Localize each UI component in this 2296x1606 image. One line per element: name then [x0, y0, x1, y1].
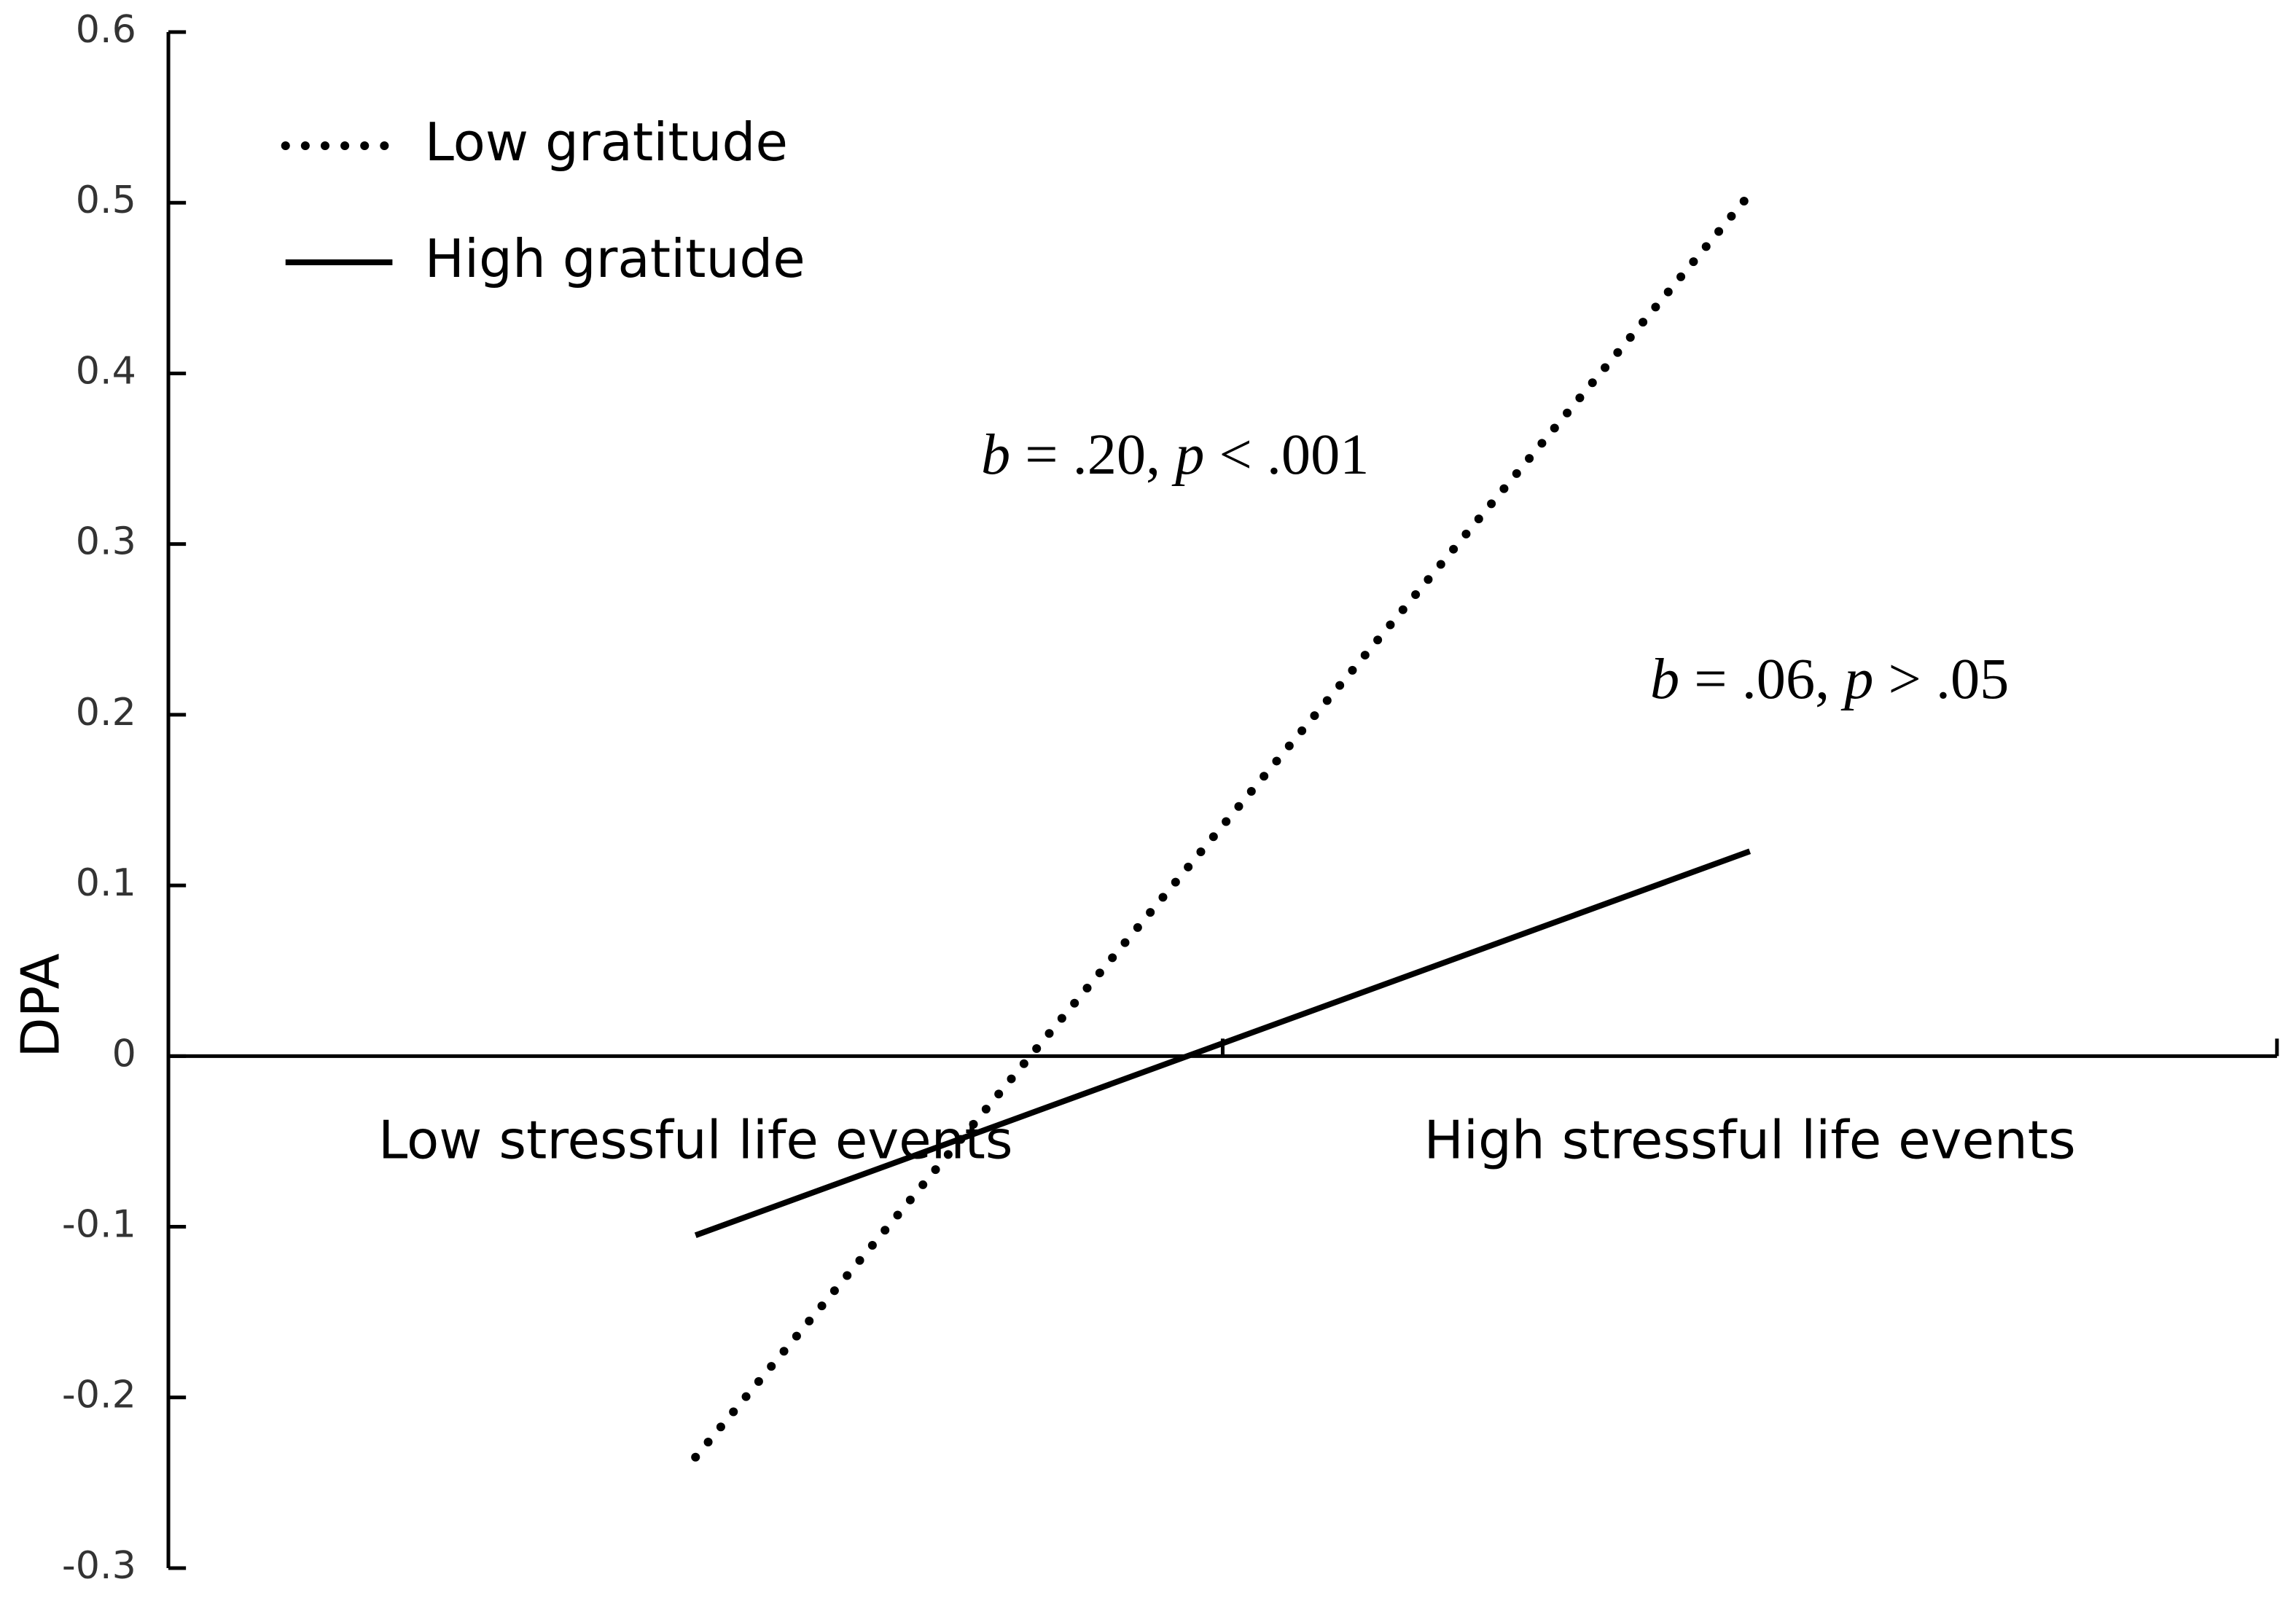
y-tick-label: 0.5 [76, 179, 136, 222]
y-tick-label: 0.4 [76, 350, 136, 393]
y-tick-label: 0.6 [76, 8, 136, 52]
series-line [694, 848, 1752, 1239]
annotation-part: p [1171, 423, 1204, 487]
annotation-part: p [1840, 648, 1873, 712]
y-tick-label: 0.3 [76, 520, 136, 564]
y-tick-label: 0.1 [76, 861, 136, 905]
legend-label: High gratitude [425, 229, 805, 290]
annotation: b = .06, p > .05 [1650, 648, 2009, 712]
annotation-part: > .05 [1873, 648, 2009, 712]
y-tick-label: -0.3 [62, 1544, 136, 1588]
x-tick-label: High stressful life events [1424, 1110, 2075, 1171]
annotation-part: b [1650, 648, 1679, 712]
annotation-part: < .001 [1204, 423, 1369, 487]
y-tick-label: -0.2 [62, 1374, 136, 1417]
x-tick-label: Low stressful life events [378, 1110, 1013, 1171]
annotation-part: b [981, 423, 1010, 487]
y-tick-label: 0 [112, 1032, 136, 1076]
y-tick-label: 0.2 [76, 691, 136, 735]
legend-label: Low gratitude [425, 112, 788, 173]
annotation-part: = .06, [1679, 648, 1844, 712]
annotation: b = .20, p < .001 [981, 423, 1369, 487]
annotation-part: = .20, [1010, 423, 1175, 487]
y-axis-label: DPA [10, 953, 71, 1058]
y-tick-label: -0.1 [62, 1203, 136, 1247]
series-line [691, 189, 1754, 1462]
